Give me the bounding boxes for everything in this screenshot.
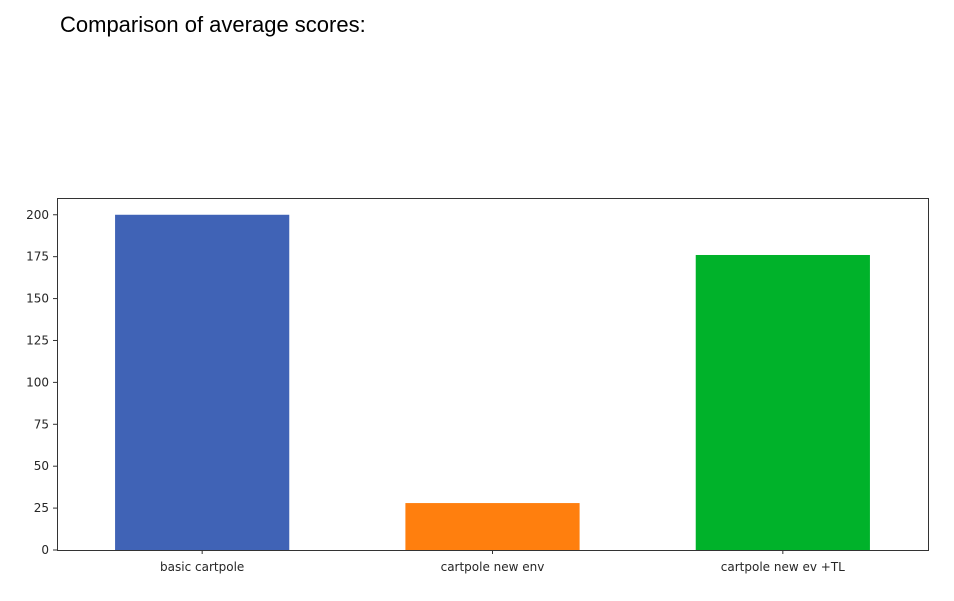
y-tick-label-75: 75	[34, 417, 49, 431]
bars-group	[115, 214, 870, 550]
y-axis: 0 25 50 75 100 125 150 175 200	[26, 208, 57, 557]
y-tick-label-200: 200	[26, 208, 49, 222]
y-tick-label-25: 25	[34, 501, 49, 515]
bar-1	[115, 214, 290, 550]
y-tick-label-100: 100	[26, 375, 49, 389]
plot-frame	[57, 198, 929, 551]
y-tick-label-50: 50	[34, 459, 49, 473]
x-axis: basic cartpole cartpole new env cartpole n…	[160, 550, 845, 574]
y-tick-label-175: 175	[26, 250, 49, 264]
y-tick-label-125: 125	[26, 333, 49, 347]
y-tick-label-0: 0	[41, 543, 49, 557]
x-tick-label-2: cartpole new env	[441, 560, 545, 574]
bar-2	[405, 503, 580, 550]
bar-3	[695, 254, 870, 550]
x-tick-label-1: basic cartpole	[160, 560, 244, 574]
x-tick-label-3: cartpole new ev +TL	[721, 560, 845, 574]
y-tick-label-150: 150	[26, 292, 49, 306]
page-heading: Comparison of average scores:	[60, 12, 366, 37]
